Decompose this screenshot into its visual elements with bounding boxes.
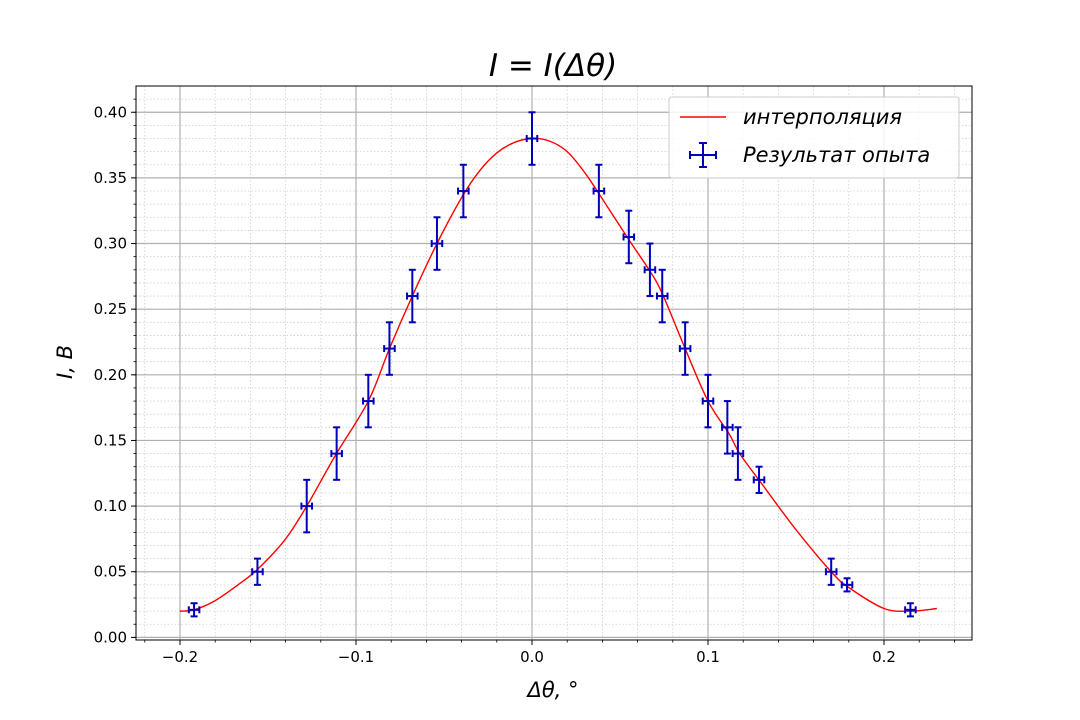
data-point-errorbar — [383, 321, 396, 376]
data-point-errorbar — [752, 465, 766, 494]
data-point-errorbar — [701, 373, 715, 429]
data-point-errorbar — [840, 577, 854, 593]
y-tick-label: 0.15 — [94, 431, 127, 449]
data-point-errorbar — [251, 557, 264, 586]
y-axis: 0.00 0.05 0.10 0.15 0.20 0.25 0.30 0.35 0.40 — [94, 98, 136, 646]
y-tick-label: 0.25 — [94, 300, 127, 318]
y-tick-label: 0.10 — [94, 497, 127, 515]
legend-entry-interpolation: интерполяция — [743, 105, 902, 129]
data-point-errorbar — [187, 602, 201, 618]
interpolation-line — [179, 137, 937, 613]
y-tick-label: 0.40 — [94, 103, 127, 121]
legend-box — [668, 96, 960, 179]
data-point-errorbar — [430, 216, 444, 271]
data-point-errorbar — [643, 242, 657, 298]
x-axis: −0.2 −0.1 0.0 0.1 0.2 — [144, 640, 955, 666]
data-point-errorbar — [330, 426, 343, 481]
data-point-errorbar — [300, 478, 313, 534]
data-point-errorbar — [721, 400, 734, 455]
data-point-errorbar — [406, 268, 419, 324]
x-tick-label: 0.0 — [520, 648, 544, 666]
y-tick-label: 0.05 — [94, 563, 127, 581]
x-axis-label: Δθ, ° — [525, 678, 578, 702]
x-tick-label: 0.2 — [872, 648, 896, 666]
plot-series — [179, 111, 937, 618]
data-point-errorbar — [904, 602, 917, 618]
y-tick-label: 0.00 — [94, 628, 127, 646]
y-tick-label: 0.30 — [94, 235, 127, 253]
data-point-errorbar — [655, 268, 669, 324]
legend-entry-experiment: Результат опыта — [743, 143, 930, 167]
legend-errorbar-swatch — [689, 142, 717, 168]
data-point-errorbar — [678, 321, 692, 376]
x-tick-label: −0.1 — [338, 648, 374, 666]
x-tick-label: 0.1 — [696, 648, 720, 666]
plot-frame — [135, 85, 973, 641]
x-tick-label: −0.2 — [162, 648, 198, 666]
data-point-errorbar — [731, 426, 745, 481]
y-tick-label: 0.35 — [94, 169, 127, 187]
y-tick-label: 0.20 — [94, 366, 127, 384]
y-axis-label: I, B — [53, 345, 77, 379]
data-point-errorbar — [592, 163, 606, 219]
legend: интерполяция Результат опыта — [668, 96, 960, 179]
data-point-errorbar — [824, 557, 838, 586]
data-point-errorbar — [525, 111, 539, 166]
data-point-errorbar — [622, 209, 636, 265]
data-point-errorbar — [362, 373, 375, 429]
data-point-errorbar — [457, 163, 470, 219]
chart-title: I = I(Δθ) — [489, 48, 617, 84]
